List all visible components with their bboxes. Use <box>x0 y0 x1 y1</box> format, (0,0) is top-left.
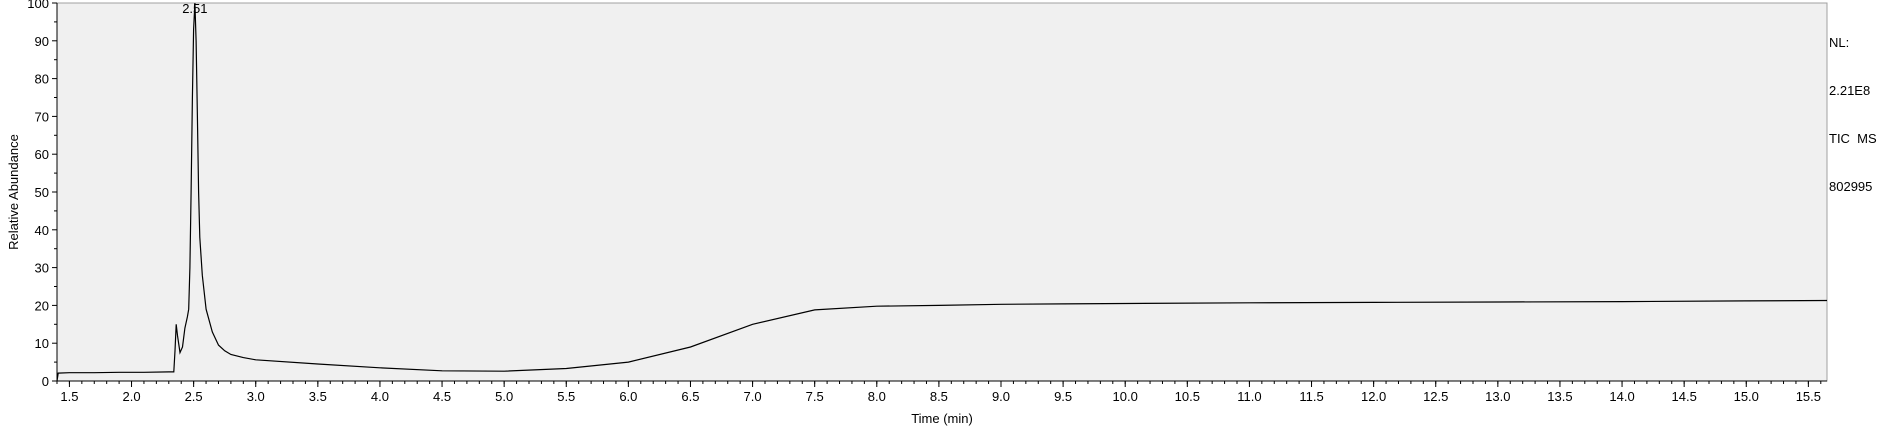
x-tick-label: 7.0 <box>744 389 762 404</box>
x-tick-label: 8.5 <box>930 389 948 404</box>
x-tick-label: 11.5 <box>1299 389 1323 404</box>
series-line-tic <box>56 2 1828 382</box>
x-axis-title: Time (min) <box>911 411 973 426</box>
y-axis: 0 10 20 30 40 50 60 70 80 90 100 <box>27 0 58 389</box>
y-tick-label: 40 <box>35 223 49 238</box>
side-info-panel: NL: 2.21E8 TIC MS 802995 <box>1829 3 1877 211</box>
x-tick-label: 13.5 <box>1547 389 1572 404</box>
x-tick-label: 3.5 <box>309 389 327 404</box>
y-tick-label: 100 <box>27 0 49 11</box>
y-tick-label: 0 <box>42 374 49 389</box>
x-tick-label: 11.0 <box>1237 389 1261 404</box>
x-tick-label: 5.5 <box>557 389 575 404</box>
x-tick-label: 3.0 <box>247 389 265 404</box>
y-tick-label: 10 <box>35 336 49 351</box>
x-tick-label: 4.0 <box>371 389 389 404</box>
x-tick-label: 8.0 <box>868 389 886 404</box>
trace-type: TIC MS <box>1829 131 1877 146</box>
x-tick-label: 6.0 <box>619 389 637 404</box>
peak-annotations: 2.51 <box>182 1 207 16</box>
x-tick-label: 13.0 <box>1485 389 1510 404</box>
x-tick-label: 4.5 <box>433 389 451 404</box>
y-tick-label: 80 <box>35 72 49 87</box>
x-tick-label: 5.0 <box>495 389 513 404</box>
y-tick-label: 50 <box>35 185 49 200</box>
nl-label: NL: <box>1829 35 1850 50</box>
x-tick-label: 2.0 <box>122 389 140 404</box>
x-tick-label: 14.0 <box>1609 389 1634 404</box>
x-tick-label: 10.5 <box>1175 389 1200 404</box>
x-axis: 1.5 2.0 2.5 3.0 3.5 4.0 4.5 5.0 5.5 6.0 6.5 7.0 7.5 8… <box>56 380 1827 404</box>
nl-value: 2.21E8 <box>1829 83 1871 98</box>
y-tick-label: 30 <box>35 261 49 276</box>
x-tick-label: 2.5 <box>185 389 203 404</box>
peak-label: 2.51 <box>182 1 207 16</box>
x-tick-label: 12.0 <box>1361 389 1386 404</box>
y-tick-label: 70 <box>35 109 49 124</box>
x-tick-label: 7.5 <box>806 389 824 404</box>
x-tick-label: 12.5 <box>1423 389 1448 404</box>
plot-area <box>56 2 1828 382</box>
x-tick-label: 6.5 <box>681 389 699 404</box>
x-tick-label: 14.5 <box>1672 389 1697 404</box>
x-tick-label: 15.0 <box>1734 389 1759 404</box>
x-tick-label: 9.0 <box>992 389 1010 404</box>
x-tick-label: 1.5 <box>60 389 78 404</box>
y-tick-label: 90 <box>35 34 49 49</box>
y-tick-label: 20 <box>35 298 49 313</box>
y-axis-title: Relative Abundance <box>6 134 21 250</box>
x-tick-label: 15.5 <box>1796 389 1821 404</box>
file-id: 802995 <box>1829 179 1873 194</box>
x-tick-label: 10.0 <box>1113 389 1138 404</box>
x-tick-label: 9.5 <box>1054 389 1072 404</box>
y-tick-label: 60 <box>35 147 49 162</box>
